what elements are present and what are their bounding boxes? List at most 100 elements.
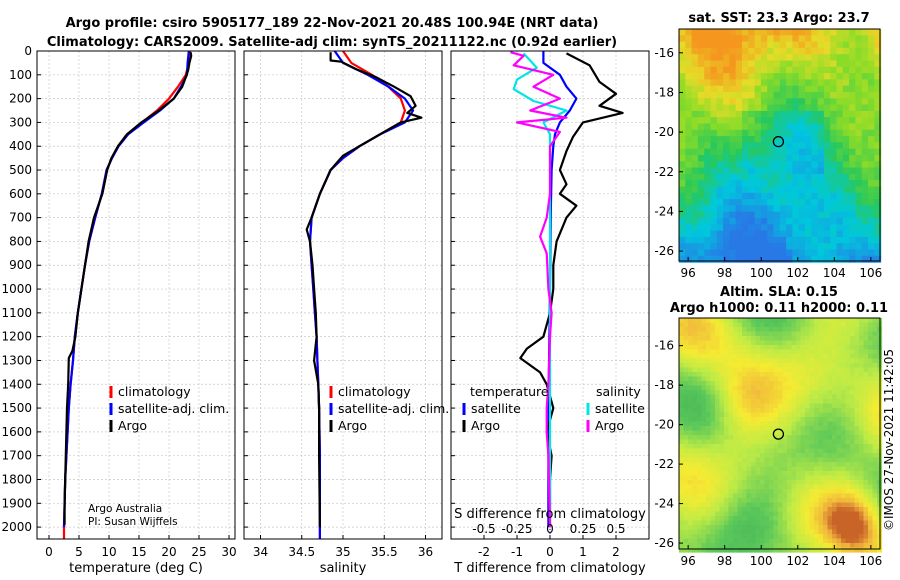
- heatmap-cell: [827, 336, 833, 342]
- heatmap-cell: [817, 110, 825, 118]
- heatmap-cell: [854, 412, 860, 418]
- heatmap-cell: [735, 148, 743, 156]
- heatmap-cell: [854, 498, 860, 504]
- heatmap-cell: [746, 534, 752, 540]
- heatmap-cell: [818, 426, 824, 432]
- heatmap-cell: [778, 408, 784, 414]
- heatmap-cell: [841, 430, 847, 436]
- heatmap-cell: [679, 142, 686, 150]
- heatmap-cell: [748, 35, 756, 43]
- heatmap-cell: [754, 167, 762, 175]
- heatmap-cell: [733, 340, 739, 346]
- heatmap-cell: [715, 381, 721, 387]
- heatmap-cell: [796, 385, 802, 391]
- heatmap-cell: [679, 408, 685, 414]
- heatmap-cell: [849, 54, 856, 62]
- heatmap-cell: [685, 224, 693, 232]
- heatmap-cell: [786, 243, 793, 251]
- heatmap-cell: [786, 129, 793, 137]
- heatmap-cell: [733, 475, 739, 481]
- heatmap-cell: [751, 327, 757, 333]
- heatmap-cell: [688, 318, 694, 324]
- heatmap-cell: [817, 35, 825, 43]
- heatmap-cell: [874, 167, 882, 175]
- heatmap-cell: [697, 123, 705, 131]
- heatmap-cell: [872, 466, 878, 472]
- heatmap-cell: [773, 73, 781, 80]
- heatmap-cell: [742, 363, 748, 369]
- heatmap-cell: [782, 466, 788, 472]
- heatmap-cell: [746, 331, 752, 337]
- heatmap-cell: [863, 336, 869, 342]
- heatmap-cell: [805, 354, 811, 360]
- heatmap-cell: [845, 390, 851, 396]
- heatmap-cell: [679, 230, 686, 238]
- heatmap-cell: [859, 345, 865, 351]
- heatmap-cell: [787, 430, 793, 436]
- heatmap-cell: [863, 529, 869, 535]
- heatmap-cell: [692, 457, 698, 463]
- heatmap-cell: [823, 367, 829, 373]
- heatmap-cell: [704, 117, 712, 125]
- heatmap-cell: [764, 421, 770, 427]
- heatmap-cell: [724, 507, 730, 513]
- heatmap-cell: [719, 525, 725, 531]
- heatmap-cell: [769, 385, 775, 391]
- heatmap-cell: [796, 511, 802, 517]
- heatmap-cell: [679, 534, 685, 540]
- heatmap-cell: [728, 408, 734, 414]
- heatmap-cell: [782, 444, 788, 450]
- heatmap-cell: [836, 148, 844, 156]
- legend-title-temperature: temperature: [470, 384, 549, 399]
- depth-tick-label: 2000: [1, 520, 32, 534]
- heatmap-cell: [872, 529, 878, 535]
- heatmap-cell: [723, 60, 730, 68]
- heatmap-cell: [773, 79, 781, 87]
- heatmap-cell: [701, 318, 707, 324]
- sst-tick-labels: 96 98 100 102 104 106-16-18-20-22-24-26: [654, 46, 882, 280]
- heatmap-cell: [855, 136, 863, 143]
- heatmap-cell: [791, 408, 797, 414]
- heatmap-cell: [764, 358, 770, 364]
- heatmap-cell: [733, 376, 739, 382]
- heatmap-cell: [782, 435, 788, 441]
- heatmap-cell: [791, 448, 797, 454]
- heatmap-cell: [787, 520, 793, 526]
- heatmap-cell: [818, 538, 824, 544]
- heatmap-cell: [842, 41, 850, 49]
- heatmap-cell: [811, 249, 819, 257]
- heatmap-cell: [737, 484, 743, 490]
- heatmap-cell: [760, 331, 766, 337]
- heatmap-cell: [836, 448, 842, 454]
- heatmap-cell: [872, 363, 878, 369]
- heatmap-cell: [817, 155, 825, 162]
- heatmap-cell: [706, 435, 712, 441]
- heatmap-cell: [773, 117, 781, 125]
- heatmap-cell: [787, 412, 793, 418]
- heatmap-cell: [710, 534, 716, 540]
- heatmap-cell: [805, 498, 811, 504]
- heatmap-cell: [845, 498, 851, 504]
- heatmap-cell: [868, 79, 875, 87]
- heatmap-cell: [733, 412, 739, 418]
- heatmap-cell: [818, 475, 824, 481]
- heatmap-cell: [719, 331, 725, 337]
- heatmap-cell: [764, 543, 770, 549]
- heatmap-cell: [679, 516, 685, 522]
- heatmap-cell: [701, 457, 707, 463]
- heatmap-cell: [701, 543, 707, 549]
- heatmap-cell: [764, 493, 770, 499]
- heatmap-cell: [779, 110, 787, 118]
- heatmap-cell: [849, 155, 856, 162]
- heatmap-cell: [845, 471, 851, 477]
- heatmap-cell: [778, 453, 784, 459]
- heatmap-cell: [855, 79, 863, 87]
- heatmap-cell: [697, 148, 705, 156]
- heatmap-cell: [729, 85, 737, 93]
- x-tick-label: 10: [101, 545, 116, 559]
- heatmap-cell: [746, 453, 752, 459]
- lat-tick-label: -16: [654, 339, 674, 353]
- heatmap-cell: [742, 29, 749, 36]
- heatmap-cell: [704, 205, 712, 213]
- heatmap-cell: [735, 35, 743, 43]
